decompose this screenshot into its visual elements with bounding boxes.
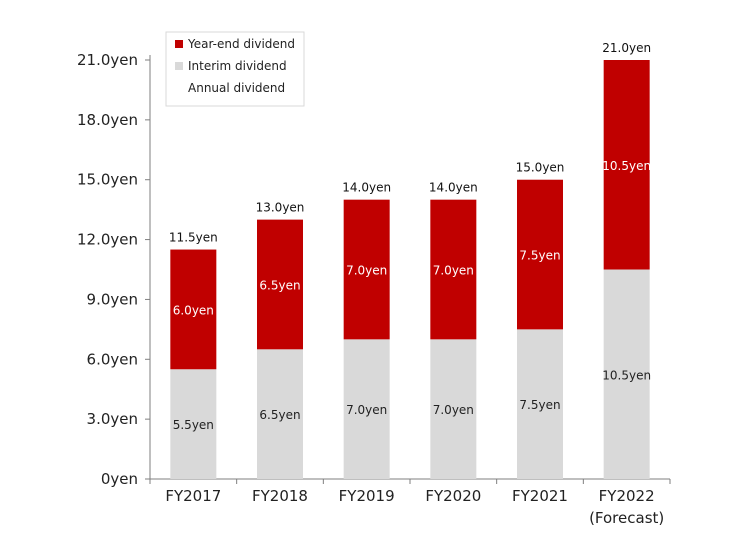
bar-interim-dividend (603, 269, 650, 479)
y-tick-label: 21.0yen (77, 51, 138, 69)
bar-year-end-dividend (603, 60, 650, 270)
x-tick-label: FY2022 (599, 487, 655, 505)
annual-dividend-label: 11.5yen (169, 231, 218, 245)
annual-dividend-label: 15.0yen (516, 161, 565, 175)
y-tick-label: 12.0yen (77, 231, 138, 249)
x-tick-label: FY2017 (165, 487, 221, 505)
bar-year-end-dividend (517, 179, 563, 330)
bar-interim-dividend (257, 349, 303, 479)
y-tick-label: 9.0yen (87, 290, 138, 308)
bars (170, 60, 650, 479)
x-tick-note: (Forecast) (589, 509, 664, 527)
interim-dividend-label: 5.5yen (173, 418, 214, 432)
axes: 0yen 3.0yen 6.0yen 9.0yen 12.0yen 15.0yen 18.0… (77, 51, 671, 488)
legend-swatch (175, 62, 183, 70)
x-tick-label: FY2020 (425, 487, 481, 505)
bar-interim-dividend (430, 339, 477, 479)
y-tick-label: 15.0yen (77, 171, 138, 189)
x-tick-label: FY2019 (339, 487, 395, 505)
legend-label: Interim dividend (188, 59, 287, 73)
year-end-dividend-label: 10.5yen (602, 159, 651, 173)
x-tick-label: FY2021 (512, 487, 568, 505)
interim-dividend-label: 6.5yen (259, 408, 300, 422)
bar-year-end-dividend (343, 199, 390, 340)
y-tick-label: 6.0yen (87, 350, 138, 368)
bar-year-end-dividend (257, 219, 303, 350)
year-end-dividend-label: 7.5yen (519, 249, 560, 263)
y-tick-label: 0yen (101, 470, 138, 488)
annual-dividend-label: 13.0yen (256, 201, 305, 215)
labels: 5.5yen 6.0yen 11.5yen FY2017 6.5yen 6.5yen 13.… (165, 41, 664, 527)
legend-box (165, 31, 305, 107)
year-end-dividend-label: 6.5yen (259, 278, 300, 292)
interim-dividend-label: 7.5yen (519, 398, 560, 412)
legend-label: Annual dividend (188, 81, 285, 95)
y-tick-label: 18.0yen (77, 111, 138, 129)
annual-dividend-label: 14.0yen (429, 181, 478, 195)
x-tick-label: FY2018 (252, 487, 308, 505)
bar-interim-dividend (517, 329, 563, 479)
year-end-dividend-label: 7.0yen (346, 264, 387, 278)
year-end-dividend-label: 6.0yen (173, 303, 214, 317)
year-end-dividend-label: 7.0yen (433, 264, 474, 278)
interim-dividend-label: 7.0yen (433, 403, 474, 417)
annual-dividend-label: 21.0yen (602, 41, 651, 55)
interim-dividend-label: 7.0yen (346, 403, 387, 417)
bar-year-end-dividend (430, 199, 477, 340)
legend-label: Year-end dividend (187, 37, 295, 51)
legend: Year-end dividend Interim dividend Annual … (165, 31, 305, 107)
interim-dividend-label: 10.5yen (602, 368, 651, 382)
bar-interim-dividend (170, 369, 217, 479)
bar-year-end-dividend (170, 249, 217, 370)
bar-interim-dividend (343, 339, 390, 479)
legend-swatch (175, 40, 183, 48)
annual-dividend-label: 14.0yen (342, 181, 391, 195)
y-tick-label: 3.0yen (87, 410, 138, 428)
